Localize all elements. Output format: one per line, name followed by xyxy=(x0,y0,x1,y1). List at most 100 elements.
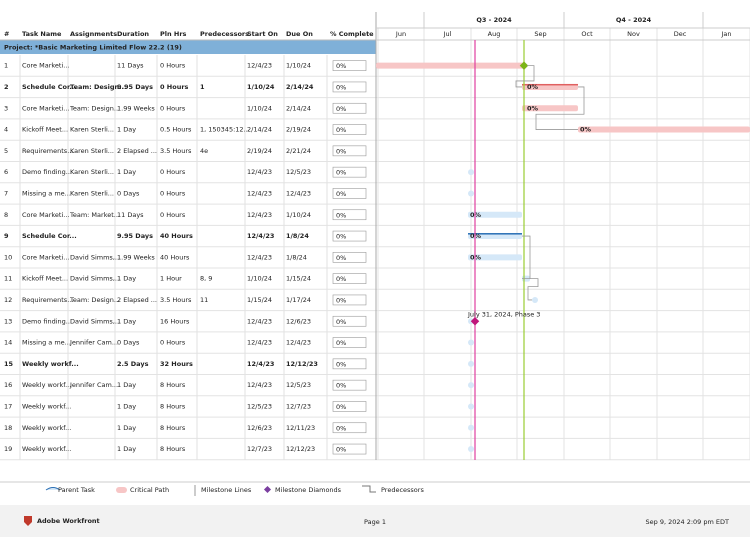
cell: Team: Design... xyxy=(69,104,120,112)
cell: David Simms,... xyxy=(70,317,121,325)
cell: 10 xyxy=(4,253,12,261)
cell: 12/4/23 xyxy=(247,189,272,197)
complete-value: 0% xyxy=(336,339,346,347)
cell: 0.5 Hours xyxy=(160,126,192,134)
cell: 1, 150345:12... xyxy=(200,126,250,134)
cell: 0 Hours xyxy=(160,339,186,347)
cell: 2/21/24 xyxy=(286,147,311,155)
predecessor-line xyxy=(535,86,585,130)
month-label: Nov xyxy=(627,30,640,38)
cell: Team: Design... xyxy=(70,83,127,91)
complete-input xyxy=(332,60,367,71)
cell: Missing a me... xyxy=(22,339,71,347)
task-dot xyxy=(468,339,474,346)
cell: 1 Day xyxy=(117,168,136,176)
cell: 11 Days xyxy=(117,62,144,70)
cell: 18 xyxy=(4,424,12,432)
legend-label: Milestone Lines xyxy=(201,486,252,494)
task-dot xyxy=(468,424,474,431)
cell: Karen Sterli... xyxy=(70,126,114,134)
complete-input xyxy=(332,379,367,391)
cell: 2.5 Days xyxy=(117,360,149,368)
cell: 9 xyxy=(4,232,9,240)
cell: 9.95 Days xyxy=(117,232,153,240)
cell: 0 Hours xyxy=(160,211,186,219)
cell: 40 Hours xyxy=(160,253,190,261)
cell: Core Marketi... xyxy=(22,253,69,261)
cell: Requirements... xyxy=(22,296,73,304)
column-header: Predecessors xyxy=(200,30,249,38)
gantt-bar xyxy=(468,254,522,261)
cell: 12/12/23 xyxy=(286,360,318,368)
cell: 1 Day xyxy=(117,317,136,325)
brand: Adobe Workfront xyxy=(37,517,100,525)
cell: 2/19/24 xyxy=(247,147,272,155)
cell: 1/10/24 xyxy=(247,83,275,91)
cell: 12/4/23 xyxy=(247,360,274,368)
cell: 12 xyxy=(4,296,12,304)
legend-icon xyxy=(45,487,61,491)
cell: 12/4/23 xyxy=(286,189,311,197)
cell: 1.99 Weeks xyxy=(117,253,155,261)
cell: 12/7/23 xyxy=(247,445,272,453)
cell: 12/5/23 xyxy=(286,381,311,389)
cell: 2 xyxy=(4,83,9,91)
gantt-bar xyxy=(468,211,522,218)
predecessor-line xyxy=(527,278,539,301)
cell: 8 Hours xyxy=(160,445,186,453)
cell: 12/4/23 xyxy=(247,62,272,70)
complete-input xyxy=(332,294,367,306)
column-header: Assignments xyxy=(70,30,117,38)
complete-value: 0% xyxy=(336,147,346,155)
gantt-bar xyxy=(578,126,750,133)
complete-value: 0% xyxy=(336,233,346,241)
quarter-label: Q4 - 2024 xyxy=(616,16,652,24)
cell: Missing a me... xyxy=(22,189,71,197)
gantt-bar xyxy=(522,105,578,112)
bar-label: 0% xyxy=(580,126,592,134)
cell: 12/12/23 xyxy=(286,445,315,453)
cell: David Simms,... xyxy=(70,253,121,261)
column-header: % Complete xyxy=(330,30,374,38)
complete-value: 0% xyxy=(336,403,346,411)
month-label: Aug xyxy=(488,30,501,38)
cell: Core Marketi... xyxy=(22,211,69,219)
cell: 1 Day xyxy=(117,275,136,283)
complete-input xyxy=(332,145,367,157)
cell: 0 Hours xyxy=(160,189,186,197)
cell: 12/7/23 xyxy=(286,402,311,410)
cell: Core Marketi... xyxy=(22,62,69,70)
cell: 15 xyxy=(4,360,14,368)
cell: Weekly workf... xyxy=(22,381,71,389)
complete-value: 0% xyxy=(336,62,346,70)
bar-label: 0% xyxy=(470,253,482,261)
cell: Demo finding... xyxy=(22,317,72,325)
cell: 2/14/24 xyxy=(286,83,314,91)
cell: 12/4/23 xyxy=(286,339,311,347)
complete-value: 0% xyxy=(336,424,346,432)
cell: Kickoff Meet... xyxy=(22,126,68,134)
cell: Demo finding... xyxy=(22,168,72,176)
cell: 12/6/23 xyxy=(247,424,272,432)
complete-value: 0% xyxy=(336,446,346,454)
cell: 2 Elapsed ... xyxy=(117,296,157,304)
task-dot xyxy=(468,190,474,197)
cell: 1/8/24 xyxy=(286,253,307,261)
cell: 1/15/24 xyxy=(247,296,272,304)
complete-input xyxy=(332,102,367,114)
cell: 6 xyxy=(4,168,8,176)
month-label: Jan xyxy=(720,30,731,38)
cell: Jennifer Cam... xyxy=(69,381,118,389)
cell: 9.95 Days xyxy=(117,83,153,91)
legend-label: Critical Path xyxy=(130,486,169,494)
cell: 12/4/23 xyxy=(247,339,272,347)
cell: 12/6/23 xyxy=(286,317,311,325)
column-header: Duration xyxy=(117,30,149,38)
cell: 12/5/23 xyxy=(286,168,311,176)
cell: 19 xyxy=(4,445,12,453)
footer-bg xyxy=(0,505,750,537)
cell: 2/14/24 xyxy=(247,126,272,134)
cell: 17 xyxy=(4,402,12,410)
legend-icon xyxy=(362,485,376,493)
